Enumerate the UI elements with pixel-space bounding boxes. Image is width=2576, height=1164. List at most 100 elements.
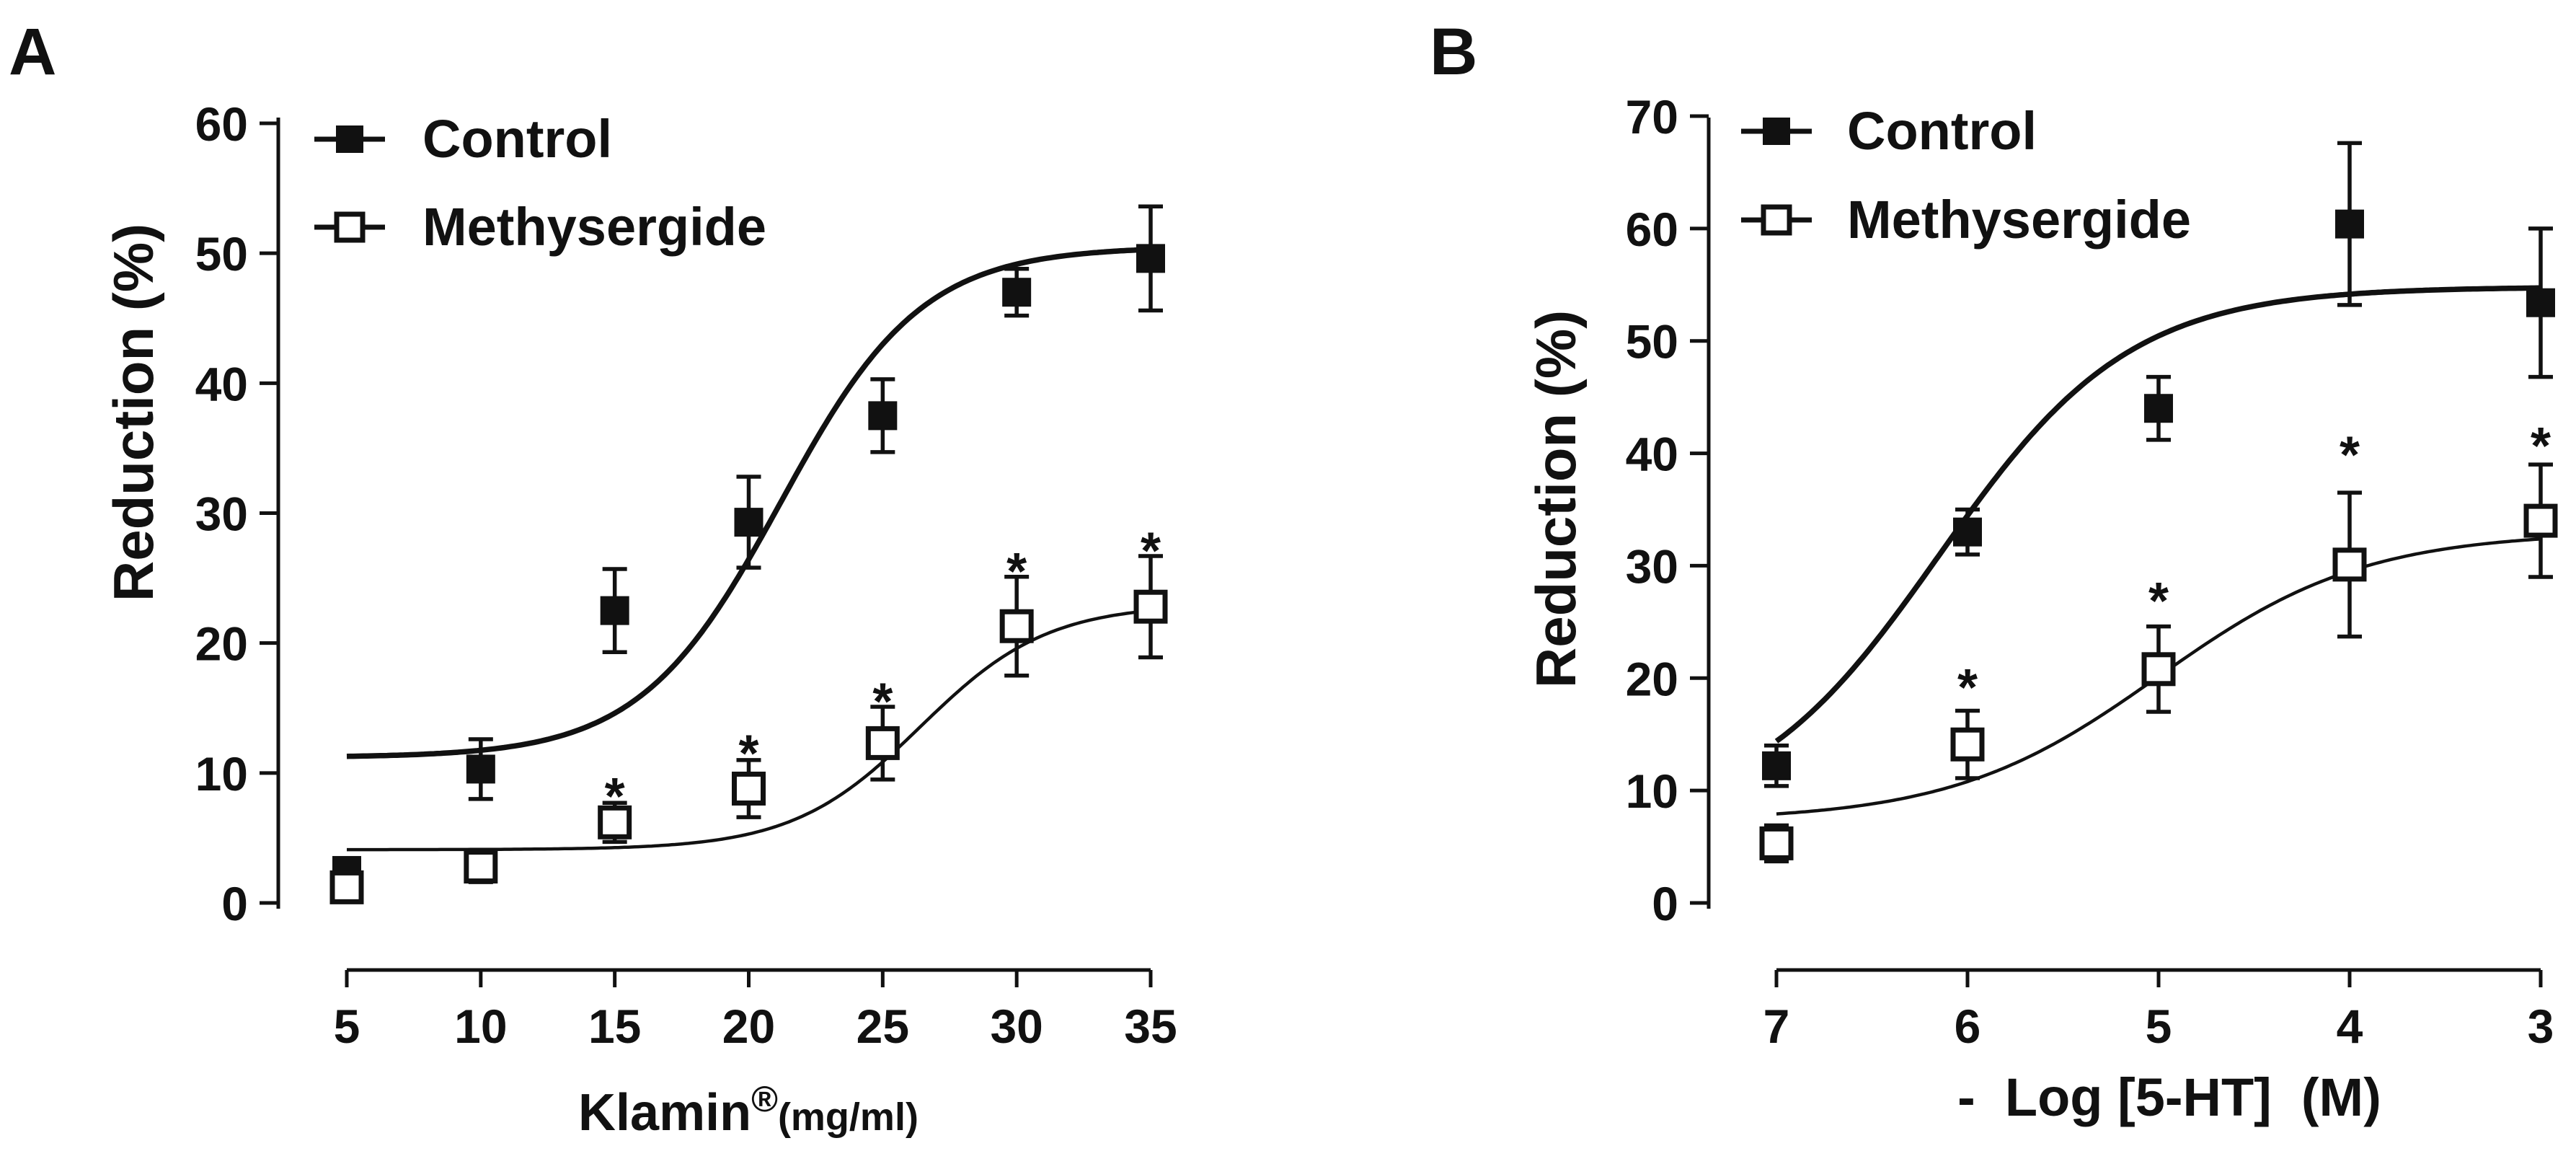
y-tick-label: 40	[1626, 428, 1678, 481]
significance-asterisk: *	[1006, 543, 1027, 601]
panel-a-chart: A Reduction (%) Klamin®(mg/ml) 0 10 20 30 40…	[9, 15, 1177, 1142]
filled-square-marker	[2526, 288, 2555, 317]
filled-square-marker	[600, 596, 629, 625]
open-square-marker	[1133, 589, 1168, 624]
data-point-control	[1953, 507, 1982, 557]
filled-square-marker	[868, 401, 898, 431]
data-point-control	[1136, 204, 1165, 313]
y-tick-label: 40	[195, 357, 248, 410]
open-square-marker-icon	[334, 211, 366, 243]
data-point-methysergide	[1950, 708, 1985, 780]
filled-square-marker-icon	[1763, 118, 1790, 145]
data-point-control	[2526, 226, 2555, 379]
y-tick-label: 20	[195, 617, 248, 671]
open-square-marker	[2332, 547, 2367, 582]
y-tick-label: 60	[1626, 203, 1678, 256]
data-point-methysergide	[2141, 624, 2176, 714]
y-tick-label: 30	[195, 488, 248, 541]
open-square-marker	[464, 850, 498, 884]
y-tick-label: 0	[221, 877, 248, 930]
panel-a-data-points	[329, 204, 1168, 904]
data-point-methysergide	[2523, 462, 2558, 579]
data-point-methysergide	[2332, 490, 2367, 639]
x-tick-label: 5	[2146, 1000, 2172, 1053]
filled-square-marker	[466, 754, 495, 784]
panel-a-y-axis-label: Reduction (%)	[102, 224, 165, 601]
panel-a-x-axis: 5 10 15 20 25 30 35	[334, 968, 1177, 1053]
significance-asterisk: *	[2340, 426, 2360, 484]
x-tick-label: 10	[454, 1000, 507, 1053]
open-square-marker-icon	[1761, 204, 1792, 236]
y-tick-label: 50	[1626, 315, 1678, 369]
significance-asterisk: *	[1141, 522, 1161, 580]
data-point-control	[1002, 267, 1032, 318]
legend-label-control: Control	[422, 109, 612, 169]
x-tick-label: 20	[722, 1000, 775, 1053]
panel-b-x-axis-label: - Log [5-HT] (M)	[1957, 1067, 2381, 1127]
panel-b-label: B	[1430, 15, 1477, 89]
legend-label-control: Control	[1847, 101, 2037, 161]
y-tick-label: 0	[1652, 877, 1678, 930]
data-point-methysergide	[464, 849, 498, 884]
open-square-marker	[598, 805, 632, 839]
data-point-control	[734, 475, 763, 570]
panel-a-significance-marks: * * * * *	[605, 522, 1161, 826]
data-point-methysergide	[329, 870, 364, 904]
panel-a-legend-control: Control	[314, 109, 612, 169]
panel-a-y-ticks: 0 10 20 30 40 50 60	[195, 97, 278, 930]
open-square-marker	[732, 771, 766, 806]
open-square-marker	[999, 609, 1034, 643]
x-tick-label: 35	[1124, 1000, 1177, 1053]
filled-square-marker	[2144, 394, 2173, 423]
open-square-marker	[329, 870, 364, 904]
y-tick-label: 60	[195, 97, 248, 151]
filled-square-marker	[734, 508, 763, 537]
x-tick-label: 7	[1763, 1000, 1790, 1053]
panel-a-y-axis: 0 10 20 30 40 50 60	[195, 97, 280, 930]
x-tick-label: 25	[857, 1000, 909, 1053]
panel-b-legend-control: Control	[1741, 101, 2037, 161]
panel-a-x-ticks: 5 10 15 20 25 30 35	[334, 970, 1177, 1053]
panel-b-data-points	[1759, 141, 2558, 864]
panel-b-x-ticks: 7 6 5 4 3	[1763, 970, 2554, 1053]
legend-label-methysergide: Methysergide	[1847, 190, 2191, 250]
significance-asterisk: *	[2531, 418, 2551, 475]
filled-square-marker	[1136, 244, 1165, 273]
y-tick-label: 70	[1626, 90, 1678, 144]
panel-a-x-axis-label-unit: (mg/ml)	[778, 1095, 919, 1139]
panel-a-legend-methysergide: Methysergide	[314, 197, 766, 257]
x-tick-label: 6	[1955, 1000, 1981, 1053]
data-point-methysergide	[732, 758, 766, 819]
x-tick-label: 30	[990, 1000, 1043, 1053]
panel-b-legend: Control Methysergide	[1741, 101, 2191, 250]
data-point-control	[2335, 141, 2364, 307]
panel-a-label: A	[9, 15, 56, 89]
data-point-control	[600, 567, 629, 655]
filled-square-marker	[1002, 278, 1032, 307]
y-tick-label: 30	[1626, 539, 1678, 593]
panel-b-y-axis: 0 10 20 30 40 50 60 70	[1626, 90, 1711, 930]
legend-label-methysergide: Methysergide	[422, 197, 766, 257]
data-point-control	[1762, 744, 1791, 788]
panel-b-y-ticks: 0 10 20 30 40 50 60 70	[1626, 90, 1709, 930]
panel-b-fit-curves	[1774, 285, 2541, 816]
x-tick-label: 5	[334, 1000, 360, 1053]
y-tick-label: 10	[195, 747, 248, 801]
panel-b-chart: B Reduction (%) - Log [5-HT] (M) 0102030…	[1430, 15, 2558, 1127]
filled-square-marker	[1953, 517, 1982, 547]
data-point-methysergide	[1133, 554, 1168, 660]
panel-b-legend-methysergide: Methysergide	[1741, 190, 2191, 250]
data-point-control	[466, 737, 495, 801]
panel-b-significance-marks: * * * *	[1957, 418, 2551, 717]
open-square-marker	[2523, 503, 2558, 538]
panel-a-x-axis-label: Klamin®(mg/ml)	[578, 1079, 919, 1142]
data-point-control	[2144, 374, 2173, 442]
significance-asterisk: *	[1957, 659, 1978, 717]
panel-b-y-axis-label: Reduction (%)	[1524, 310, 1588, 688]
filled-square-marker	[2335, 209, 2364, 239]
filled-square-marker	[1762, 751, 1791, 780]
x-tick-label: 15	[588, 1000, 641, 1053]
data-point-methysergide	[1759, 823, 1794, 864]
open-square-marker	[2141, 652, 2176, 687]
